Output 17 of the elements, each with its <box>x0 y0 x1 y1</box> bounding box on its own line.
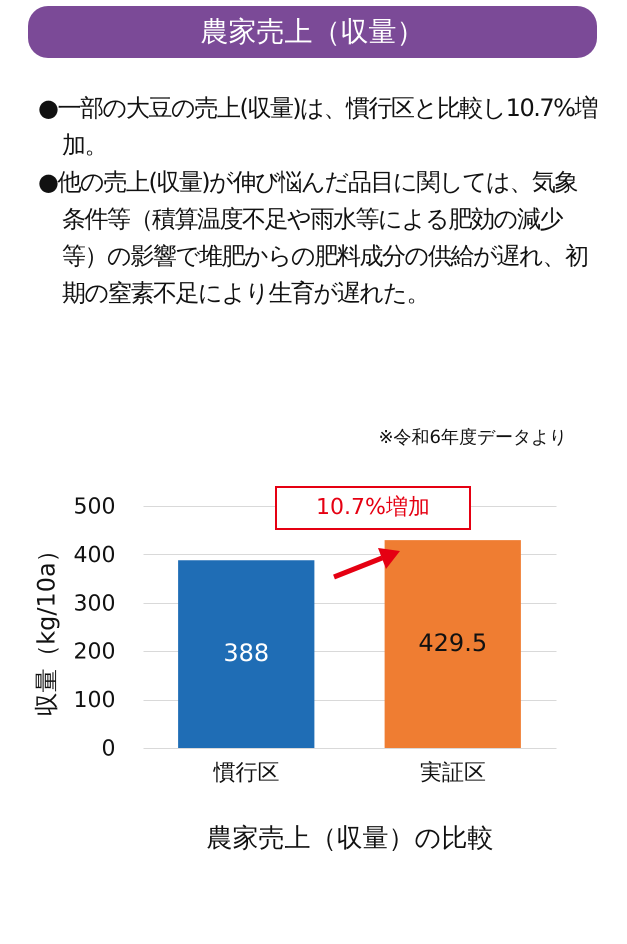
data-label: 388 <box>223 639 270 668</box>
data-label: 429.5 <box>418 629 488 658</box>
y-axis-title: 収量（kg/10a） <box>32 538 61 717</box>
y-tick-label: 400 <box>74 542 116 568</box>
y-tick-label: 200 <box>74 640 116 665</box>
text: ●一部の大豆の売上(収量)は、慣行区と比較し10.7%増加。 <box>38 93 598 161</box>
y-tick-label: 500 <box>74 494 116 520</box>
y-tick-label: 0 <box>102 736 116 762</box>
y-tick-label: 100 <box>74 688 116 714</box>
y-tick-label: 300 <box>74 591 116 616</box>
x-tick-label: 実証区 <box>420 760 486 786</box>
chart-title: 農家売上（収量） <box>28 6 597 58</box>
x-tick-label: 慣行区 <box>212 760 280 786</box>
x-axis-title: 農家売上（収量）の比較 <box>206 824 494 854</box>
text: ●他の売上(収量)が伸び悩んだ品目に関しては、気象条件等（積算温度不足や雨水等による肥効の減少等）の影響で堆肥からの肥料成分の供給が遅れ、初期の窒素不足により生育が遅れた。 <box>38 167 588 309</box>
callout-box: 10.7%増加 <box>275 486 471 530</box>
text: ※令和6年度データより <box>378 426 567 449</box>
